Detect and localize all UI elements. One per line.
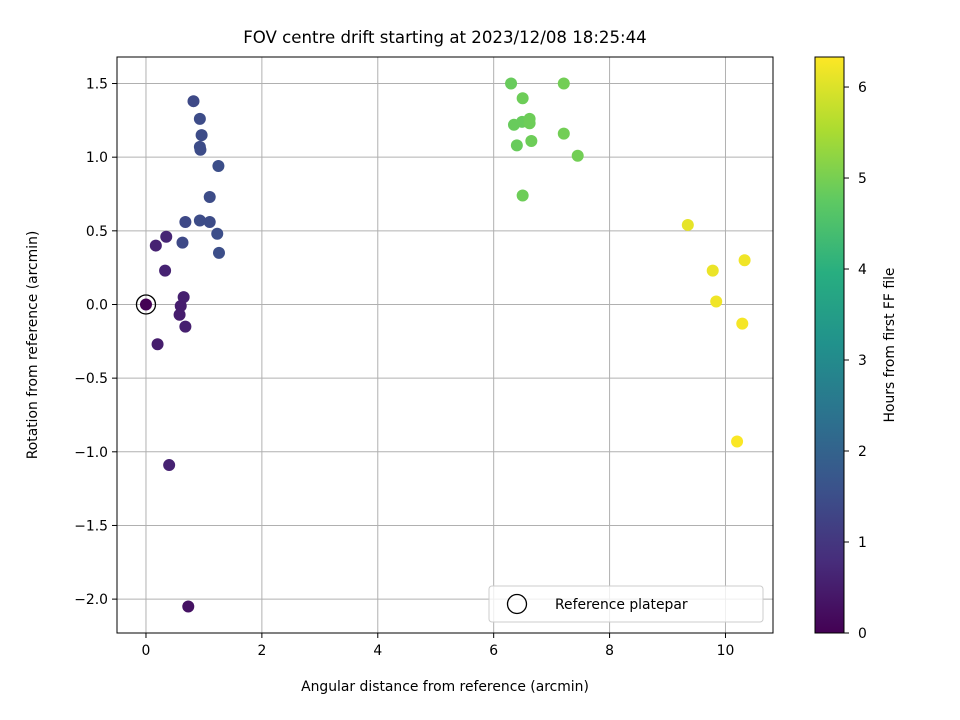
scatter-point xyxy=(149,239,162,252)
y-tick-label: −1.5 xyxy=(74,518,108,534)
scatter-point xyxy=(571,149,584,162)
y-tick-label: 0.0 xyxy=(86,297,108,313)
scatter-point xyxy=(211,227,224,240)
x-axis-ticks: 0 2 4 6 8 10 xyxy=(142,633,735,659)
grid-lines xyxy=(117,57,773,633)
x-tick-label: 4 xyxy=(373,643,382,659)
scatter-point xyxy=(516,92,529,105)
plot-frame xyxy=(116,56,774,634)
scatter-point xyxy=(139,298,152,311)
y-tick-label: −1.0 xyxy=(74,445,108,461)
scatter-point xyxy=(195,129,208,142)
colorbar: 0 1 2 3 4 5 6 Hours from first FF file xyxy=(814,56,898,642)
scatter-point xyxy=(557,77,570,90)
scatter-point xyxy=(710,295,723,308)
chart-title: FOV centre drift starting at 2023/12/08 … xyxy=(243,28,647,47)
scatter-point xyxy=(163,459,176,472)
scatter-point xyxy=(179,215,192,228)
scatter-point xyxy=(516,189,529,202)
scatter-point xyxy=(194,143,207,156)
scatter-point xyxy=(212,160,225,173)
legend: Reference platepar xyxy=(488,585,764,623)
y-tick-label: 1.0 xyxy=(86,150,108,166)
scatter-point xyxy=(525,134,538,147)
scatter-point xyxy=(193,112,206,125)
scatter-point xyxy=(510,139,523,152)
scatter-point xyxy=(731,435,744,448)
colorbar-tick-label: 0 xyxy=(858,626,867,642)
x-tick-label: 8 xyxy=(605,643,614,659)
scatter-point xyxy=(160,230,173,243)
colorbar-tick-label: 2 xyxy=(858,444,867,460)
colorbar-ticks: 0 1 2 3 4 5 6 xyxy=(844,80,867,642)
x-axis-label: Angular distance from reference (arcmin) xyxy=(301,679,589,695)
scatter-point xyxy=(706,264,719,277)
colorbar-label: Hours from first FF file xyxy=(882,268,898,423)
scatter-point xyxy=(557,127,570,140)
legend-box xyxy=(488,585,764,623)
scatter-point xyxy=(523,112,536,125)
scatter-point xyxy=(738,254,751,267)
scatter-point xyxy=(174,299,187,312)
scatter-point xyxy=(159,264,172,277)
scatter-point xyxy=(203,190,216,203)
scatter-point xyxy=(187,95,200,108)
colorbar-frame xyxy=(814,56,845,634)
scatter-point xyxy=(176,236,189,249)
colorbar-gradient xyxy=(815,57,844,633)
legend-reference-marker xyxy=(506,593,528,615)
colorbar-tick-label: 5 xyxy=(858,171,867,187)
scatter-point xyxy=(179,320,192,333)
colorbar-tick-label: 1 xyxy=(858,535,867,551)
y-axis-label: Rotation from reference (arcmin) xyxy=(25,231,41,460)
scatter-point xyxy=(212,246,225,259)
y-axis-ticks: −2.0 −1.5 −1.0 −0.5 0.0 0.5 1.0 1.5 xyxy=(74,77,117,608)
scatter-point xyxy=(173,308,186,321)
y-tick-label: 1.5 xyxy=(86,77,108,93)
x-tick-label: 2 xyxy=(257,643,266,659)
colorbar-tick-label: 6 xyxy=(858,80,867,96)
colorbar-tick-label: 4 xyxy=(858,262,867,278)
y-tick-label: −2.0 xyxy=(74,592,108,608)
reference-platepar-marker xyxy=(135,294,157,315)
x-tick-label: 10 xyxy=(717,643,735,659)
scatter-point xyxy=(736,317,749,330)
scatter-point xyxy=(151,338,164,351)
scatter-point xyxy=(505,77,518,90)
y-tick-label: −0.5 xyxy=(74,371,108,387)
data-points xyxy=(139,77,751,613)
scatter-point xyxy=(203,215,216,228)
scatter-point xyxy=(681,218,694,231)
scatter-point xyxy=(193,214,206,227)
colorbar-tick-label: 3 xyxy=(858,353,867,369)
scatter-point xyxy=(182,600,195,613)
reference-platepar-circle xyxy=(135,294,157,315)
legend-entry-reference-platepar: Reference platepar xyxy=(555,597,688,613)
x-tick-label: 0 xyxy=(142,643,151,659)
x-tick-label: 6 xyxy=(489,643,498,659)
y-tick-label: 0.5 xyxy=(86,224,108,240)
